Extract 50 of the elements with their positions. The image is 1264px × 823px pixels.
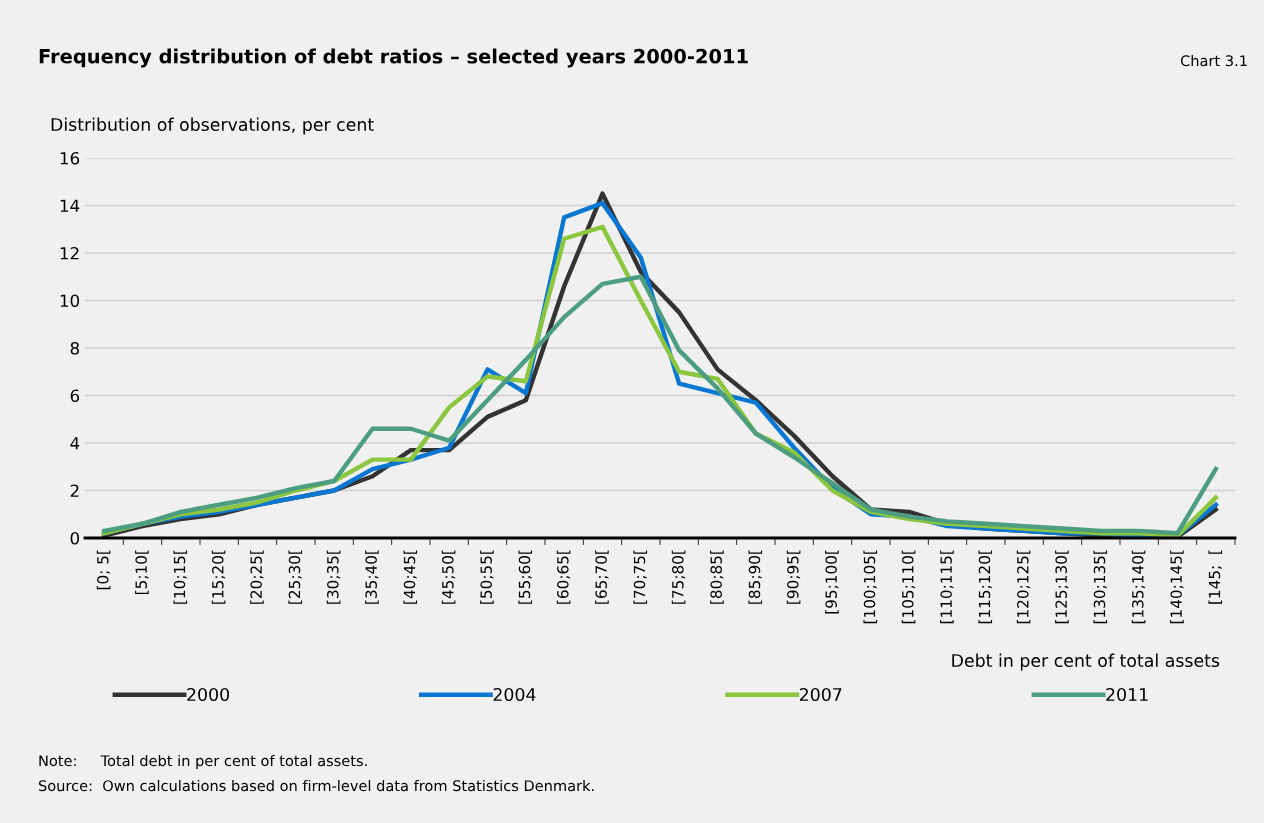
y-tick-label: 4 xyxy=(70,437,80,450)
x-tick-label: [35;40[ xyxy=(365,550,379,604)
x-tick-label: [90;95[ xyxy=(786,550,801,604)
x-tick-label: [100;105[ xyxy=(863,550,878,624)
legend-label: 2004 xyxy=(493,687,536,702)
source-note: Source: Own calculations based on firm-level data from Statistics Denmark. xyxy=(38,779,594,792)
x-tick-label: [85;90[ xyxy=(748,550,763,604)
text: Note: Total debt in per cent of total assets. xyxy=(39,754,367,770)
x-tick-label: [110;115[ xyxy=(940,550,954,624)
x-tick-label: [95;100[ xyxy=(825,550,839,614)
x-axis-title: Debt in per cent of total assets xyxy=(952,653,1220,671)
x-tick-label: [125;130[ xyxy=(1055,550,1069,624)
x-tick-label: [40;45[ xyxy=(403,550,418,604)
y-tick-label: 6 xyxy=(70,389,80,403)
x-tick-label: [45;50[ xyxy=(441,550,456,604)
legend-label: 2007 xyxy=(799,687,842,702)
y-axis-title: Distribution of observations, per cent xyxy=(51,117,374,135)
x-tick-label: [25;30[ xyxy=(288,550,303,604)
x-tick-label: [55;60[ xyxy=(518,550,533,604)
legend-label: 2011 xyxy=(1106,687,1148,702)
x-tick-label: [75;80[ xyxy=(671,550,686,604)
x-tick-label: [70;75[ xyxy=(633,550,648,604)
y-tick-label: 16 xyxy=(60,151,80,165)
y-tick-label: 0 xyxy=(70,531,80,545)
caption: Chart 3.1 xyxy=(1180,54,1247,67)
x-tick-label: [115;120[ xyxy=(978,550,993,624)
x-tick-label: [135;140[ xyxy=(1131,550,1146,624)
x-tick-label: [10;15[ xyxy=(173,550,188,604)
y-tick-label: 12 xyxy=(60,246,79,260)
legend-label: 2000 xyxy=(187,687,230,702)
y-tick-label: 8 xyxy=(70,341,79,355)
x-tick-label: [130;135[ xyxy=(1093,550,1108,624)
y-tick-label: 2 xyxy=(70,484,79,497)
line-series xyxy=(101,274,1219,536)
x-tick-label: [105;110[ xyxy=(901,550,916,624)
x-tick-label: [145; [ xyxy=(1208,550,1223,604)
x-tick-label: [60;65[ xyxy=(556,550,571,604)
x-tick-label: [5;10[ xyxy=(135,550,149,595)
x-tick-label: [120;125[ xyxy=(1016,550,1031,624)
x-tick-label: [20;25[ xyxy=(250,550,264,604)
y-tick-label: 14 xyxy=(60,199,80,212)
x-tick-label: [30;35[ xyxy=(326,550,341,604)
x-tick-label: [140;145[ xyxy=(1170,550,1184,624)
y-tick-label: 10 xyxy=(60,294,80,308)
x-tick-label: [0; 5[ xyxy=(96,550,111,590)
chart-title: Frequency distribution of debt ratios – selected years 2000-2011 xyxy=(39,48,748,68)
x-tick-label: [80;85[ xyxy=(710,550,724,604)
x-tick-label: [50;55[ xyxy=(480,550,494,604)
x-tick-label: [65;70[ xyxy=(595,550,609,604)
x-tick-label: [15;20[ xyxy=(211,550,226,604)
